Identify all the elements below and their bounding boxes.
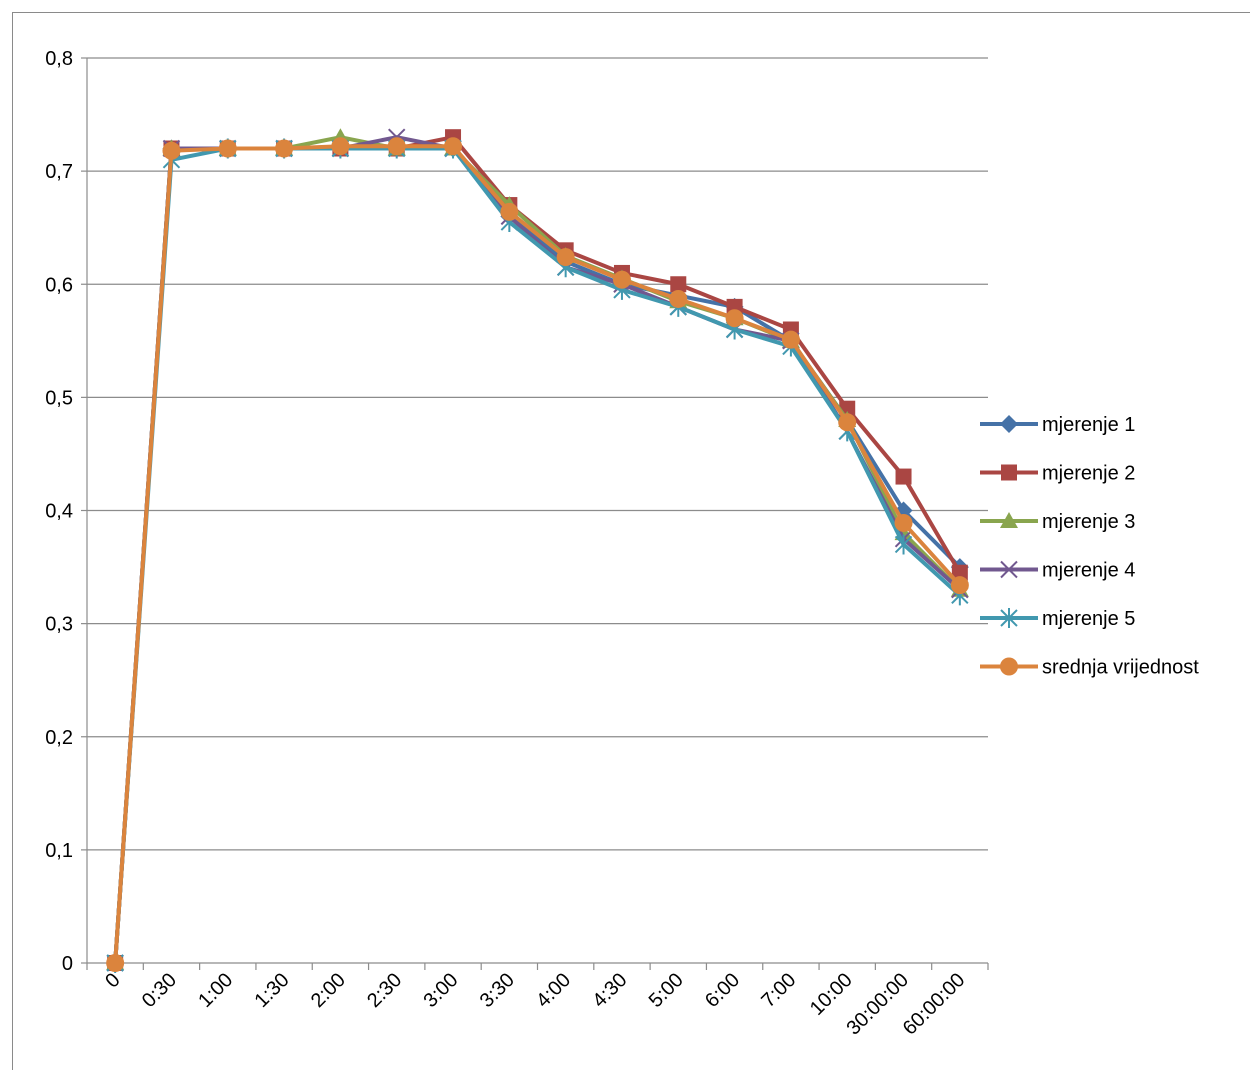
- series-3: [106, 128, 969, 970]
- data-point: [162, 141, 181, 160]
- series-2: [107, 129, 968, 971]
- x-tick-label: 0:30: [138, 969, 181, 1012]
- legend-marker: [1000, 512, 1018, 528]
- x-tick-label: 1:00: [194, 969, 237, 1012]
- x-tick-label: 7:00: [757, 969, 800, 1012]
- data-point: [838, 413, 857, 432]
- legend-entry: mjerenje 2: [980, 463, 1135, 485]
- series-1: [106, 139, 969, 972]
- data-point: [387, 137, 406, 156]
- series-group: [106, 128, 969, 973]
- series-5: [106, 138, 969, 973]
- data-point: [444, 137, 463, 156]
- x-tick-label: 2:30: [363, 969, 406, 1012]
- legend-marker: [1001, 464, 1017, 481]
- legend-label: srednja vrijednost: [1042, 657, 1199, 679]
- y-tick-label: 0,2: [45, 727, 73, 749]
- data-point: [556, 248, 575, 267]
- series-line: [113, 144, 962, 964]
- x-tick-label: 3:00: [419, 969, 462, 1012]
- data-point: [950, 576, 969, 595]
- chart-frame: [12, 12, 1250, 1070]
- data-point: [106, 954, 125, 972]
- legend-label: mjerenje 5: [1042, 608, 1135, 630]
- x-tick-label: 0: [101, 969, 124, 992]
- y-tick-label: 0,3: [45, 614, 73, 636]
- legend-marker: [1000, 657, 1018, 676]
- data-point: [781, 330, 800, 349]
- y-tick-label: 0,5: [45, 387, 73, 409]
- legend-marker: [1000, 415, 1018, 433]
- y-tick-label: 0: [62, 953, 73, 975]
- legend-entry: srednja vrijednost: [980, 657, 1199, 679]
- data-point: [500, 202, 519, 221]
- series-line: [113, 135, 962, 964]
- x-tick-label: 5:00: [645, 969, 688, 1012]
- data-point: [895, 468, 912, 485]
- x-tick-label: 3:30: [476, 969, 519, 1012]
- legend-marker: [1000, 560, 1018, 579]
- y-tick-labels: 0 0,1 0,2 0,3 0,4 0,5 0,6 0,7 0,8: [45, 48, 73, 975]
- series-line: [113, 135, 962, 964]
- data-point: [612, 270, 631, 289]
- x-tick-label: 4:00: [532, 969, 575, 1012]
- x-tick-label: 60:00:00: [899, 969, 970, 1040]
- x-tick-labels: 0 0:30 1:00 1:30 2:00 2:30 3:00 3:30 4:00 4:30 5:0…: [101, 969, 969, 1040]
- legend-entry: mjerenje 3: [980, 511, 1135, 533]
- axes: [81, 57, 989, 970]
- series-line: [113, 146, 962, 964]
- data-point: [669, 289, 688, 308]
- data-point: [725, 309, 744, 328]
- data-point: [894, 534, 913, 555]
- series-4: [106, 128, 969, 972]
- y-tick-label: 0,1: [45, 840, 73, 862]
- x-tick-label: 4:30: [588, 969, 631, 1012]
- y-tick-label: 0,8: [45, 48, 73, 70]
- legend: mjerenje 1 mjerenje 2 mjerenje 3 mjerenje 4…: [980, 414, 1199, 679]
- data-point: [894, 513, 913, 532]
- data-point: [218, 139, 237, 158]
- legend-label: mjerenje 1: [1042, 414, 1135, 436]
- legend-label: mjerenje 2: [1042, 463, 1135, 485]
- x-tick-label: 10:00: [806, 969, 857, 1020]
- data-point: [951, 564, 968, 581]
- data-point: [331, 137, 350, 156]
- legend-label: mjerenje 4: [1042, 560, 1135, 582]
- x-tick-label: 6:00: [701, 969, 744, 1012]
- legend-entry: mjerenje 5: [980, 608, 1135, 630]
- y-tick-label: 0,6: [45, 274, 73, 296]
- legend-entry: mjerenje 1: [980, 414, 1135, 436]
- legend-marker: [1000, 608, 1018, 628]
- y-tick-label: 0,4: [45, 501, 73, 523]
- series-line: [113, 146, 962, 964]
- y-tick-label: 0,7: [45, 161, 73, 183]
- gridlines: [87, 57, 988, 851]
- legend-label: mjerenje 3: [1042, 511, 1135, 533]
- data-point: [275, 139, 294, 158]
- series-6: [106, 137, 969, 972]
- x-tick-label: 2:00: [307, 969, 350, 1012]
- legend-entry: mjerenje 4: [980, 560, 1135, 582]
- x-tick-label: 1:30: [251, 969, 294, 1012]
- data-point: [670, 276, 687, 293]
- series-line: [113, 135, 962, 964]
